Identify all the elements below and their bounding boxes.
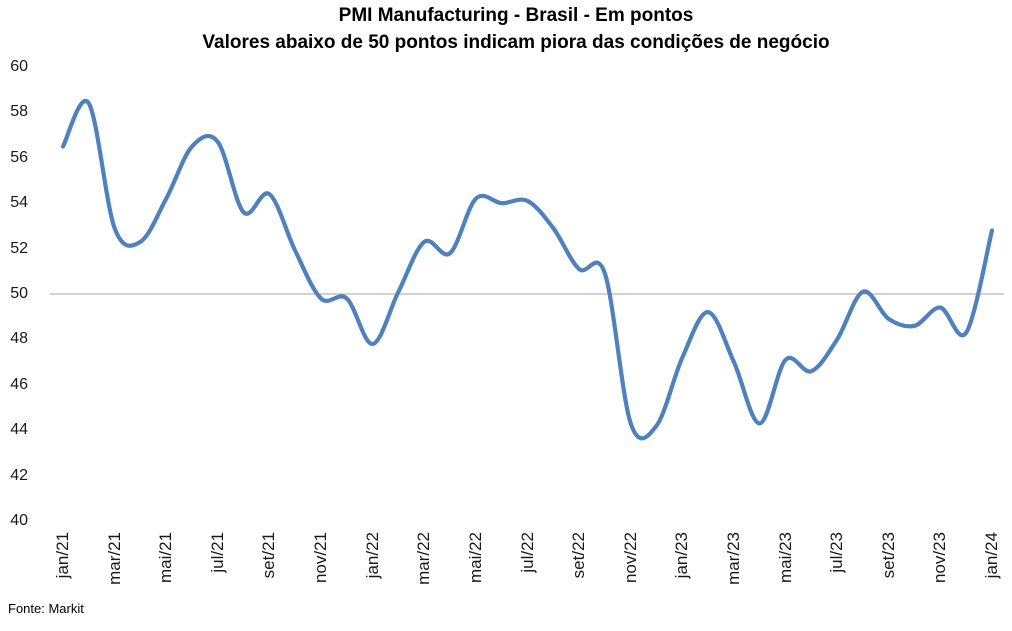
x-axis-label-nov-23: nov/23 — [930, 532, 950, 584]
y-axis-label-60: 60 — [10, 58, 28, 75]
source-note: Fonte: Markit — [8, 601, 84, 616]
x-axis-label-mai-23: mai/23 — [775, 532, 795, 584]
x-axis-label-jul-23: jul/23 — [827, 532, 847, 573]
y-axis-label-50: 50 — [10, 285, 28, 302]
y-axis-label-44: 44 — [10, 421, 28, 439]
x-axis-label-mai-22: mai/22 — [465, 532, 485, 584]
x-axis-label-set-21: set/21 — [259, 532, 279, 579]
x-axis-label-jan-23: jan/23 — [672, 532, 692, 579]
y-axis-label-56: 56 — [10, 148, 28, 166]
y-axis-label-42: 42 — [10, 466, 28, 484]
x-axis-label-jan-24: jan/24 — [982, 532, 1001, 579]
y-axis-label-54: 54 — [10, 194, 28, 212]
x-axis-label-jan-21: jan/21 — [53, 532, 72, 579]
chart-subtitle: Valores abaixo de 50 pontos indicam pior… — [202, 32, 830, 53]
x-axis-label-set-22: set/22 — [569, 532, 589, 579]
x-axis-label-mar-21: mar/21 — [104, 532, 124, 585]
x-axis-label-jul-22: jul/22 — [517, 532, 537, 573]
y-axis-label-40: 40 — [10, 512, 28, 529]
x-axis-label-set-23: set/23 — [878, 532, 898, 579]
x-axis-label-mar-23: mar/23 — [723, 532, 743, 585]
x-axis-label-mai-21: mai/21 — [156, 532, 176, 584]
x-axis-label-jul-21: jul/21 — [207, 532, 227, 573]
x-axis-label-mar-22: mar/22 — [414, 532, 434, 585]
y-axis-label-48: 48 — [10, 330, 28, 348]
x-axis-label-nov-22: nov/22 — [620, 532, 640, 584]
pmi-line — [60, 98, 995, 441]
x-axis-label-jan-22: jan/22 — [362, 532, 382, 579]
chart-title: PMI Manufacturing - Brasil - Em pontos — [338, 5, 694, 26]
y-axis-label-58: 58 — [10, 103, 28, 121]
y-axis-label-52: 52 — [10, 239, 28, 257]
y-axis-label-46: 46 — [10, 375, 28, 393]
x-axis-label-nov-21: nov/21 — [311, 532, 331, 584]
